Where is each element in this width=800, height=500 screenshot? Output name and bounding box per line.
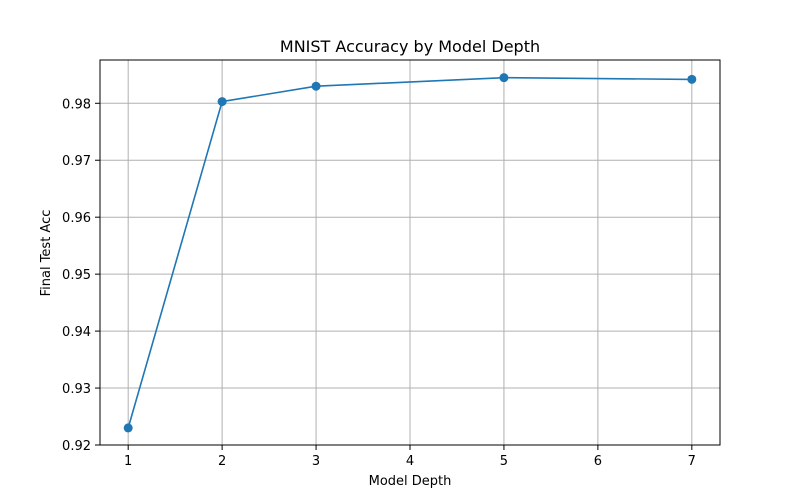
data-point bbox=[499, 73, 509, 83]
x-tick-label: 5 bbox=[500, 454, 508, 469]
x-tick-label: 7 bbox=[688, 454, 696, 469]
series-layer bbox=[123, 73, 697, 433]
data-point bbox=[217, 97, 227, 107]
x-tick-label: 3 bbox=[312, 454, 320, 469]
y-tick-label: 0.93 bbox=[62, 382, 91, 397]
y-tick-label: 0.95 bbox=[62, 268, 91, 283]
x-tick-label: 1 bbox=[124, 454, 132, 469]
y-axis-label: Final Test Acc bbox=[39, 210, 54, 297]
data-point bbox=[687, 74, 697, 84]
x-tick-label: 6 bbox=[594, 454, 602, 469]
y-tick-label: 0.96 bbox=[62, 211, 91, 226]
axis-ticks: 1 2 3 4 5 6 7 0.92 0.93 0.94 0.95 0.96 0.97 0.98 bbox=[62, 97, 696, 469]
x-axis-label: Model Depth bbox=[369, 474, 452, 489]
plot-frame bbox=[99, 59, 721, 446]
x-tick-label: 4 bbox=[406, 454, 414, 469]
data-point bbox=[123, 423, 133, 433]
x-tick-label: 2 bbox=[218, 454, 226, 469]
data-point bbox=[311, 81, 321, 91]
y-tick-label: 0.97 bbox=[62, 154, 91, 169]
chart-title: MNIST Accuracy by Model Depth bbox=[280, 37, 540, 56]
y-tick-label: 0.92 bbox=[62, 439, 91, 454]
y-tick-label: 0.98 bbox=[62, 97, 91, 112]
grid-lines bbox=[100, 60, 720, 446]
y-tick-label: 0.94 bbox=[62, 325, 91, 340]
